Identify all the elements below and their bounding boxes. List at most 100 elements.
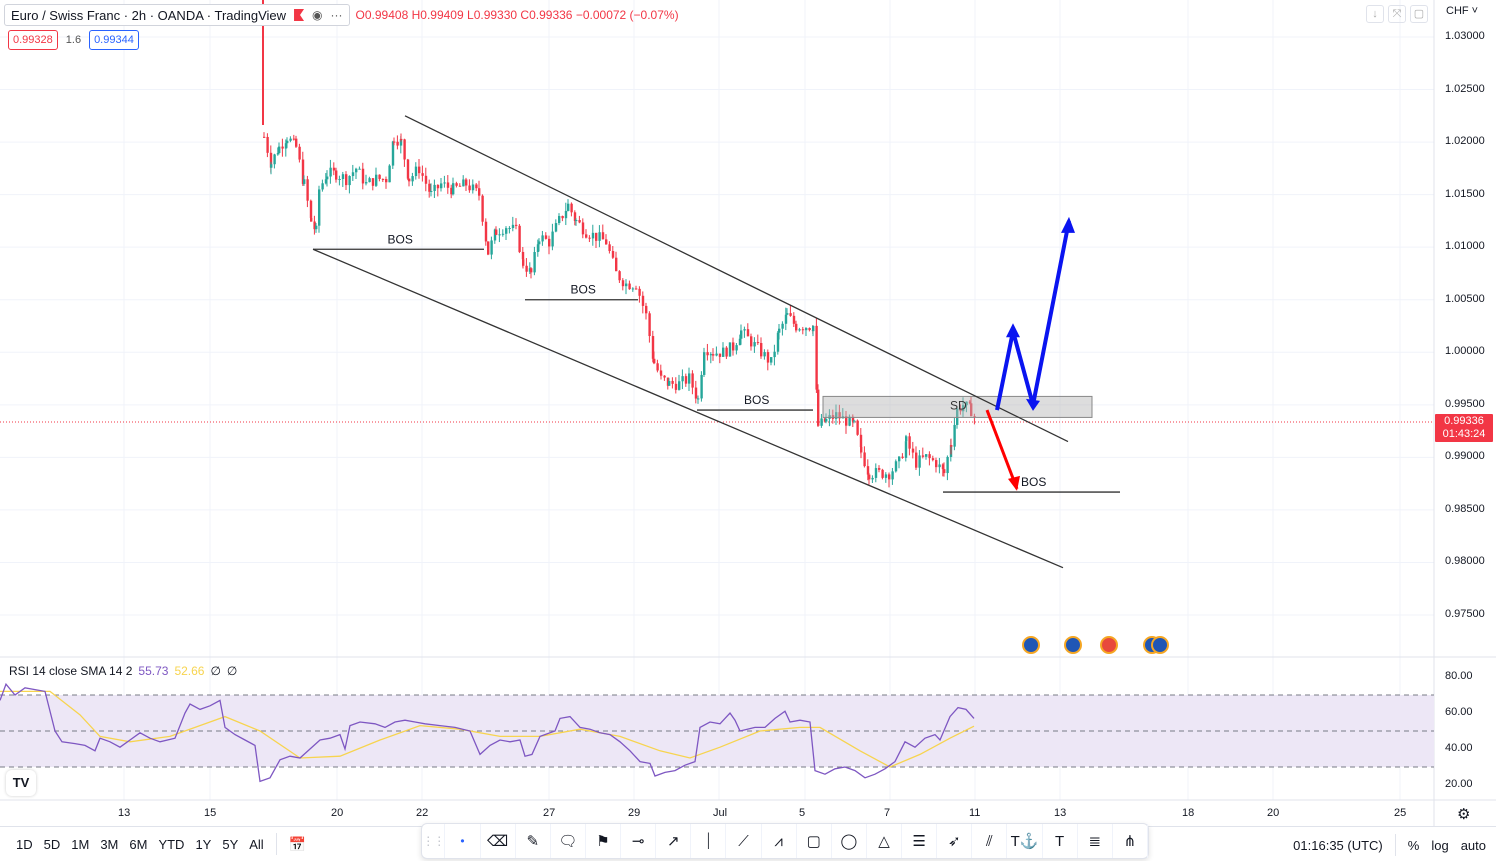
range-3m[interactable]: 3M: [100, 836, 119, 852]
trade-prices: 0.99328 1.6 0.99344: [8, 30, 139, 50]
flag-icon[interactable]: ⚑: [586, 824, 622, 858]
bar-countdown: 01:43:24: [1442, 428, 1486, 440]
sell-button[interactable]: 0.99328: [8, 30, 58, 50]
range-1m[interactable]: 1M: [71, 836, 90, 852]
price-tick: 1.03000: [1445, 30, 1485, 42]
triangle-icon[interactable]: △: [867, 824, 903, 858]
open-label: O: [355, 8, 365, 22]
symbol-legend[interactable]: Euro / Swiss Franc · 2h · OANDA · Tradin…: [4, 4, 350, 26]
cursor-dot-icon[interactable]: •: [445, 824, 481, 858]
range-5y[interactable]: 5Y: [222, 836, 239, 852]
settings-gear-icon[interactable]: ⚙: [1457, 806, 1471, 823]
price-tick: 1.01500: [1445, 187, 1485, 200]
time-tick: 29: [628, 807, 641, 819]
goto-date-icon[interactable]: 📅: [288, 835, 307, 852]
rsi-tick: 80.00: [1445, 670, 1473, 682]
close-value: 0.99336: [529, 8, 573, 22]
brush-icon[interactable]: ✎: [516, 824, 551, 858]
auto-toggle[interactable]: auto: [1460, 837, 1486, 853]
currency-selector[interactable]: CHF ˅: [1446, 5, 1479, 17]
more-icon[interactable]: ···: [330, 8, 343, 22]
time-tick: 25: [1394, 807, 1407, 819]
buy-button[interactable]: 0.99344: [89, 30, 139, 50]
time-tick: 13: [118, 807, 131, 819]
vertical-line-icon[interactable]: ⏐: [691, 824, 727, 858]
range-1d[interactable]: 1D: [16, 836, 33, 852]
change-value: −0.00072 (−0.07%): [575, 8, 679, 22]
rsi-title: RSI 14 close SMA 14 2: [9, 664, 133, 678]
eraser-icon[interactable]: ⌫: [481, 824, 516, 858]
low-value: 0.99330: [473, 8, 518, 22]
text-icon[interactable]: T: [1043, 824, 1078, 858]
price-tick: 0.99000: [1445, 450, 1485, 463]
path-icon[interactable]: ⩘: [762, 824, 797, 858]
svg-text:BOS: BOS: [744, 393, 769, 407]
rsi-tick: 20.00: [1445, 778, 1473, 790]
range-ytd[interactable]: YTD: [158, 836, 185, 852]
price-tick: 1.00500: [1445, 292, 1485, 305]
current-price-tag: 0.99336 01:43:24: [1435, 414, 1493, 442]
rsi-value: 55.73: [138, 664, 169, 678]
horizontal-ray-icon[interactable]: ⊸: [621, 824, 657, 858]
close-label: C: [520, 8, 530, 22]
eu-event-icon[interactable]: [1022, 636, 1040, 654]
svg-text:BOS: BOS: [1021, 475, 1046, 489]
time-tick: 13: [1054, 807, 1067, 819]
spread-value: 1.6: [65, 34, 82, 46]
time-tick: 27: [543, 807, 556, 819]
maximize-icon[interactable]: ▢: [1410, 5, 1428, 23]
rsi-band: [0, 694, 1434, 768]
fib-retracement-icon[interactable]: ≣: [1078, 824, 1113, 858]
disjoint-channel-icon[interactable]: ⫽: [972, 824, 1008, 858]
bottom-right-controls: 01:16:35 (UTC) % log auto: [1293, 834, 1486, 856]
utc-clock[interactable]: 01:16:35 (UTC): [1293, 837, 1383, 853]
price-tick: 1.02500: [1445, 82, 1485, 95]
divider: [1394, 834, 1396, 856]
range-6m[interactable]: 6M: [129, 836, 148, 852]
pitchfork-icon[interactable]: ⋔: [1113, 824, 1148, 858]
price-tick: 0.98500: [1445, 502, 1485, 515]
current-price: 0.99336: [1444, 415, 1484, 427]
anchored-text-icon[interactable]: T⚓: [1007, 824, 1043, 858]
percent-toggle[interactable]: %: [1407, 837, 1420, 853]
time-tick: 15: [204, 807, 217, 819]
price-tick: 1.00000: [1445, 345, 1485, 358]
svg-text:SD: SD: [950, 398, 967, 412]
rsi-legend[interactable]: RSI 14 close SMA 14 2 55.73 52.66 ∅ ∅: [9, 664, 237, 678]
collapse-icon[interactable]: ⤧: [1388, 5, 1406, 23]
rsi-tick: 40.00: [1445, 742, 1473, 754]
chart-legend: Euro / Swiss Franc · 2h · OANDA · Tradin…: [4, 4, 679, 26]
parallel-channel-icon[interactable]: ☰: [902, 824, 938, 858]
arrow-icon[interactable]: ➶: [937, 824, 973, 858]
eu-event-icon[interactable]: [1151, 636, 1169, 654]
eu-event-icon[interactable]: [1064, 636, 1082, 654]
trend-line-icon[interactable]: ⟋: [726, 824, 762, 858]
tradingview-logo[interactable]: TV: [6, 770, 36, 796]
svg-text:BOS: BOS: [388, 232, 413, 246]
range-all[interactable]: All: [249, 836, 264, 852]
ch-event-icon[interactable]: [1100, 636, 1118, 654]
rectangle-icon[interactable]: ▢: [797, 824, 832, 858]
ellipse-icon[interactable]: ◯: [832, 824, 867, 858]
ohlc-values: O0.99408 H0.99409 L0.99330 C0.99336 −0.0…: [356, 8, 679, 22]
callout-icon[interactable]: 🗨: [551, 824, 586, 858]
price-tick: 1.01000: [1445, 240, 1485, 253]
open-value: 0.99408: [364, 8, 409, 22]
drag-handle-icon[interactable]: ⋮⋮: [422, 824, 446, 858]
drawings[interactable]: SD BOS BOS BOS BOS: [312, 115, 1120, 569]
move-down-icon[interactable]: ↓: [1366, 5, 1384, 23]
flag-icon[interactable]: [294, 9, 305, 21]
log-toggle[interactable]: log: [1431, 837, 1449, 853]
eye-icon[interactable]: ◉: [312, 8, 323, 22]
range-5d[interactable]: 5D: [43, 836, 61, 852]
range-1y[interactable]: 1Y: [195, 836, 212, 852]
arrow-line-icon[interactable]: ↗: [656, 824, 692, 858]
time-tick: 20: [331, 807, 344, 819]
time-tick: 22: [416, 807, 429, 819]
time-tick: 18: [1182, 807, 1195, 819]
time-tick: 7: [884, 807, 891, 819]
pane-controls: ↓ ⤧ ▢: [1366, 5, 1428, 23]
grid-lines: [0, 0, 1496, 826]
